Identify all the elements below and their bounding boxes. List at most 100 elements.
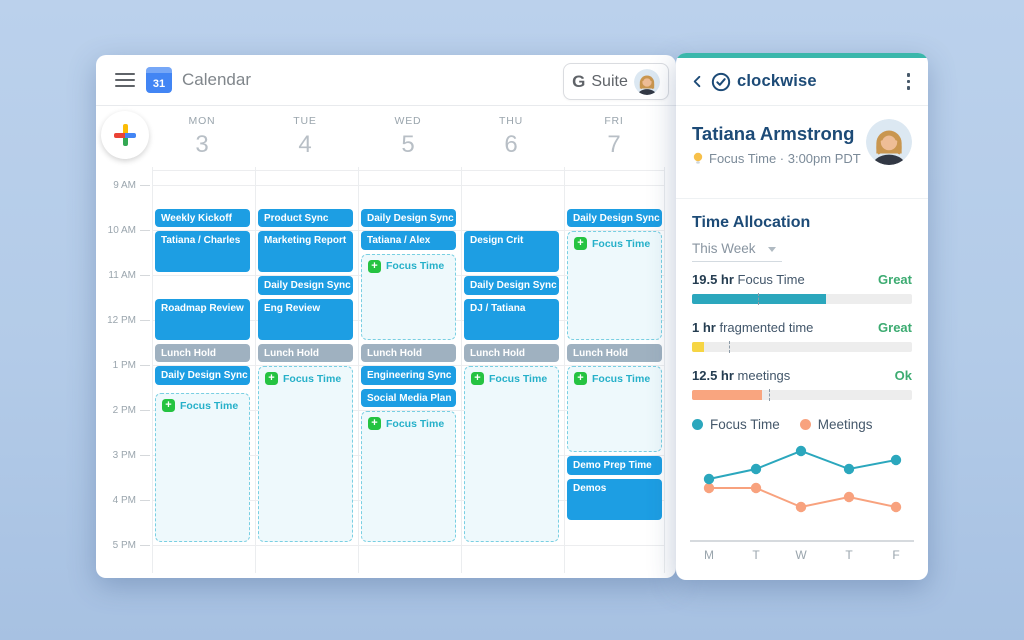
- event-title: Social Media Plan: [367, 392, 452, 404]
- chart-legend: Focus Time Meetings: [692, 417, 873, 432]
- event-chip[interactable]: Lunch Hold: [155, 343, 250, 362]
- event-chip[interactable]: Lunch Hold: [361, 343, 456, 362]
- event-chip[interactable]: DJ / Tatiana: [464, 298, 559, 340]
- event-chip[interactable]: Social Media Plan: [361, 388, 456, 407]
- event-title: Design Crit: [470, 235, 524, 246]
- event-title: Daily Design Sync: [161, 370, 248, 381]
- event-title: Daily Design Sync: [264, 280, 351, 291]
- event-chip[interactable]: Daily Design Sync: [464, 276, 559, 295]
- grid-tick: [140, 545, 150, 546]
- event-chip[interactable]: Daily Design Sync: [567, 208, 662, 227]
- day-name: TUE: [293, 115, 317, 127]
- hour-label: 12 PM: [107, 315, 136, 326]
- clockwise-brand: clockwise: [737, 72, 817, 90]
- focus-time-block[interactable]: + Focus Time: [361, 253, 456, 340]
- event-chip[interactable]: Daily Design Sync: [155, 366, 250, 385]
- event-title: Lunch Hold: [367, 347, 422, 359]
- svg-text:T: T: [752, 548, 760, 562]
- metric-target-marker: [729, 341, 731, 353]
- event-title: Weekly Kickoff: [161, 212, 232, 224]
- focus-plus-icon: +: [368, 259, 381, 273]
- event-title: Focus Time: [592, 372, 651, 385]
- metric-progress-bar: [692, 293, 912, 305]
- focus-time-block[interactable]: + Focus Time: [258, 366, 353, 542]
- event-title: Focus Time: [592, 237, 651, 250]
- metric-progress-fill: [692, 294, 827, 304]
- google-plus-icon: [114, 124, 136, 146]
- hour-label: 2 PM: [112, 405, 136, 416]
- metric-progress-bar: [692, 389, 912, 401]
- user-status: Focus Time · 3:00pm PDT: [692, 151, 861, 166]
- day-header-mon: MON 3: [170, 115, 234, 159]
- focus-time-block[interactable]: + Focus Time: [567, 366, 662, 452]
- hour-label: 10 AM: [107, 225, 136, 236]
- day-header-thu: THU 6: [479, 115, 543, 159]
- create-event-button[interactable]: [101, 111, 149, 159]
- legend-dot-icon: [692, 419, 703, 430]
- grid-line: [152, 170, 664, 171]
- day-name: WED: [394, 115, 422, 127]
- day-date[interactable]: 7: [607, 131, 621, 158]
- allocation-metrics: 19.5 hr Focus Time Great 1 hr fragmented t…: [692, 272, 912, 416]
- event-title: Daily Design Sync: [367, 212, 454, 224]
- metric-rating-badge: Great: [878, 320, 912, 335]
- event-title: Demo Prep Time: [573, 460, 652, 471]
- focus-time-block[interactable]: + Focus Time: [361, 411, 456, 542]
- event-chip[interactable]: Tatiana / Charles: [155, 231, 250, 272]
- user-avatar: [866, 119, 912, 165]
- metric-label-row: 19.5 hr Focus Time Great: [692, 272, 912, 287]
- event-chip[interactable]: Marketing Report: [258, 231, 353, 272]
- event-chip[interactable]: Tatiana / Alex: [361, 231, 456, 250]
- event-chip[interactable]: Product Sync: [258, 208, 353, 227]
- event-chip[interactable]: Demo Prep Time: [567, 456, 662, 475]
- event-title: DJ / Tatiana: [470, 302, 526, 314]
- focus-plus-icon: +: [162, 399, 175, 412]
- hour-label: 3 PM: [112, 450, 136, 461]
- user-status-text: Focus Time · 3:00pm PDT: [709, 151, 861, 166]
- gsuite-account-button[interactable]: G Suite: [563, 63, 669, 100]
- calendar-header: 31 Calendar G Suite: [96, 55, 676, 106]
- event-title: Lunch Hold: [470, 347, 525, 359]
- event-chip[interactable]: Lunch Hold: [567, 343, 662, 362]
- divider: [676, 198, 928, 199]
- week-range-dropdown[interactable]: This Week: [692, 241, 782, 262]
- day-date[interactable]: 6: [504, 131, 518, 158]
- hour-label: 5 PM: [112, 540, 136, 551]
- event-chip[interactable]: Demos: [567, 478, 662, 520]
- event-title: Marketing Report: [264, 235, 347, 246]
- week-range-value: This Week: [692, 241, 756, 256]
- day-date[interactable]: 5: [401, 131, 415, 158]
- metric-target-marker: [758, 293, 759, 305]
- grid-line: [152, 410, 664, 411]
- grid-line: [152, 230, 664, 231]
- svg-text:F: F: [892, 548, 899, 562]
- event-chip[interactable]: Lunch Hold: [258, 343, 353, 362]
- focus-time-block[interactable]: + Focus Time: [464, 366, 559, 542]
- day-header-wed: WED 5: [376, 115, 440, 159]
- event-title: Daily Design Sync: [573, 212, 660, 224]
- event-chip[interactable]: Engineering Sync: [361, 366, 456, 385]
- back-chevron-icon[interactable]: [690, 74, 705, 89]
- event-title: Daily Design Sync: [470, 280, 557, 291]
- event-title: Lunch Hold: [161, 347, 216, 359]
- overflow-menu-icon[interactable]: [903, 69, 915, 94]
- chevron-down-icon: [767, 247, 776, 252]
- day-date[interactable]: 3: [195, 131, 209, 158]
- hamburger-menu-icon[interactable]: [115, 73, 135, 87]
- event-chip[interactable]: Lunch Hold: [464, 343, 559, 362]
- account-avatar[interactable]: [633, 68, 660, 95]
- hour-label: 1 PM: [112, 360, 136, 371]
- event-chip[interactable]: Weekly Kickoff: [155, 208, 250, 227]
- grid-column-line: [358, 167, 359, 573]
- event-chip[interactable]: Design Crit: [464, 231, 559, 272]
- focus-time-block[interactable]: + Focus Time: [567, 231, 662, 340]
- day-date[interactable]: 4: [298, 131, 312, 158]
- metric-text: 19.5 hr Focus Time: [692, 272, 805, 287]
- event-chip[interactable]: Roadmap Review: [155, 298, 250, 340]
- event-chip[interactable]: Eng Review: [258, 298, 353, 340]
- event-title: Eng Review: [264, 302, 321, 314]
- event-title: Tatiana / Charles: [161, 235, 241, 246]
- event-chip[interactable]: Daily Design Sync: [258, 276, 353, 295]
- focus-time-block[interactable]: + Focus Time: [155, 393, 250, 542]
- event-chip[interactable]: Daily Design Sync: [361, 208, 456, 227]
